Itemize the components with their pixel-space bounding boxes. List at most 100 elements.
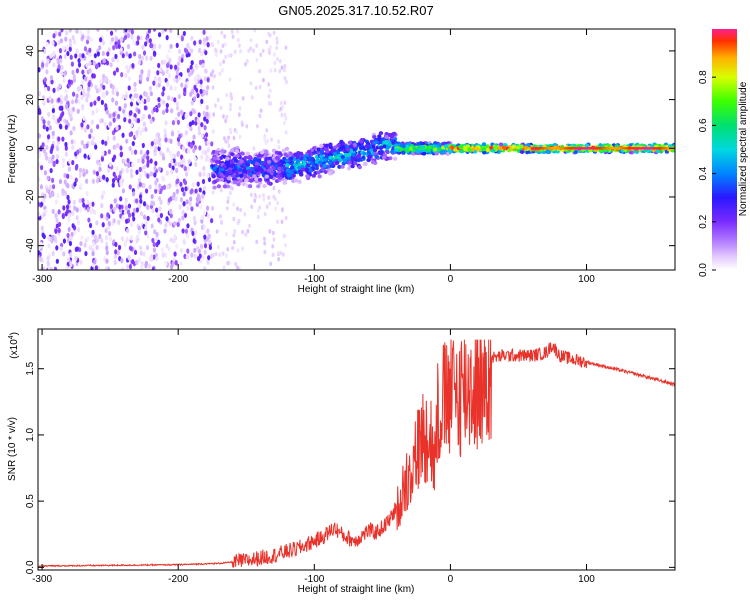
- spectrogram-cell: [48, 184, 52, 190]
- spectrogram-cell: [257, 180, 263, 185]
- spectrogram-cell: [55, 217, 59, 223]
- spectrogram-cell: [264, 149, 269, 154]
- spectrogram-cell: [63, 172, 67, 179]
- spectrogram-cell: [226, 176, 232, 181]
- spectrogram-cell: [54, 199, 58, 205]
- spectrogram-cell: [186, 148, 190, 154]
- spectrogram-cell: [244, 62, 247, 67]
- spectrogram-cell: [161, 252, 165, 258]
- spectrogram-cell: [206, 84, 210, 91]
- spectrogram-cell: [100, 118, 104, 124]
- spectrogram-cell: [133, 87, 137, 93]
- spectrogram-cell: [212, 112, 216, 117]
- spectrogram-cell: [203, 116, 207, 122]
- spectrogram-cell: [148, 85, 153, 91]
- spectrogram-cell: [163, 128, 167, 134]
- spectrogram-cell: [41, 142, 45, 148]
- spectrogram-cell: [159, 212, 163, 219]
- spectrogram-cell: [244, 232, 248, 237]
- spectrogram-cell: [111, 182, 115, 188]
- spectrogram-cell: [153, 172, 157, 178]
- spectrogram-cell: [264, 140, 268, 145]
- spectrogram-cell: [76, 149, 80, 155]
- spectrogram-cell: [128, 29, 132, 33]
- spectrogram-cell: [199, 88, 203, 94]
- spectrogram-cell: [66, 194, 70, 200]
- spectrogram-cell: [81, 69, 85, 75]
- spectrogram-cell: [339, 139, 344, 144]
- spectrogram-cell: [91, 229, 95, 235]
- spectrogram-cell: [83, 153, 87, 159]
- spectrogram-cell: [105, 258, 109, 264]
- spectrogram-cell: [182, 238, 186, 244]
- spectrogram-cell: [126, 33, 131, 39]
- spectrogram-cell: [200, 51, 204, 57]
- spectrogram-cell: [131, 140, 135, 147]
- spectrogram-cell: [82, 92, 86, 98]
- spectrogram-cell: [121, 215, 125, 221]
- spectrogram-cell: [191, 119, 195, 126]
- spectrogram-cell: [192, 215, 197, 221]
- spectrogram-cell: [226, 247, 230, 252]
- spectrogram-cell: [218, 71, 222, 76]
- spectrogram-cell: [284, 163, 290, 168]
- spectrogram-cell: [180, 36, 184, 42]
- spectrogram-cell: [165, 102, 169, 109]
- spectrogram-cell: [129, 235, 134, 241]
- spectrogram-cell: [84, 250, 88, 257]
- spectrogram-cell: [75, 29, 79, 34]
- spectrogram-cell: [68, 158, 72, 164]
- spectrogram-cell: [85, 62, 89, 68]
- spectrogram-cell: [51, 130, 55, 136]
- spectrogram-cell: [189, 64, 193, 70]
- spectrogram-cell: [169, 138, 173, 144]
- spectrogram-cell: [222, 265, 226, 270]
- spectrogram-cell: [81, 87, 86, 94]
- spectrogram-cell: [327, 171, 333, 176]
- spectrogram-cell: [55, 223, 59, 229]
- spectrogram-cell: [192, 134, 196, 140]
- spectrogram-cell: [91, 241, 95, 248]
- spectrogram-cell: [142, 113, 146, 120]
- spectrogram-cell: [149, 158, 153, 164]
- spectrogram-cell: [83, 143, 87, 150]
- spectrogram-cell: [169, 85, 173, 91]
- spectrogram-cell: [144, 260, 148, 266]
- spectrogram-cell: [38, 67, 41, 73]
- spectrogram-cell: [83, 46, 88, 52]
- spectrogram-cell: [318, 160, 323, 165]
- spectrogram-cell: [115, 91, 120, 97]
- spectrogram-cell: [40, 201, 44, 207]
- spectrogram-cell: [92, 169, 96, 175]
- spectrogram-cell: [164, 222, 168, 228]
- spectrogram-cell: [88, 202, 92, 208]
- spectrogram-cell: [334, 160, 340, 165]
- spectrogram-cell: [268, 229, 272, 234]
- spectrogram-cell: [105, 250, 109, 256]
- snr-ytick-label: 1.5: [25, 361, 36, 375]
- spectrogram-cell: [222, 59, 226, 64]
- spectrogram-cell: [427, 148, 432, 153]
- spectrogram-cell: [45, 69, 49, 75]
- spectrogram-cell: [305, 174, 310, 179]
- spectrogram-cell: [394, 147, 400, 152]
- spectrogram-cell: [139, 250, 143, 256]
- spectrogram-cell: [68, 42, 73, 48]
- spectrogram-cell: [137, 229, 141, 235]
- spectrogram-cell: [358, 146, 364, 151]
- spectrogram-cell: [274, 206, 277, 211]
- spectrogram-cell: [100, 99, 104, 105]
- spectrogram-cell: [39, 256, 43, 263]
- spectrogram-cell: [157, 239, 161, 245]
- spectrogram-cell: [324, 143, 330, 148]
- spectrogram-cell: [392, 156, 398, 161]
- spectrogram-cell: [111, 84, 115, 91]
- spectrogram-cell: [138, 181, 142, 188]
- spectrogram-cell: [139, 35, 143, 41]
- spectrogram-cell: [214, 48, 218, 54]
- spectrogram-cell: [109, 30, 114, 36]
- spectrogram-cell: [122, 108, 126, 114]
- spectrogram-cell: [224, 118, 228, 124]
- spectrogram-cell: [324, 147, 329, 152]
- spectrogram-cell: [131, 62, 135, 69]
